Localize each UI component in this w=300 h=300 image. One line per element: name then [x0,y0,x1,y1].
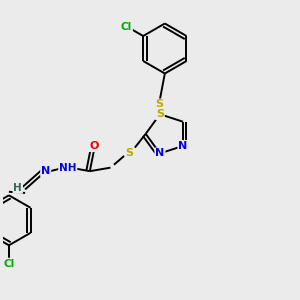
Text: N: N [178,141,188,151]
Text: S: S [125,148,134,158]
Text: Cl: Cl [121,22,132,32]
Text: O: O [89,141,99,151]
Text: N: N [41,166,50,176]
Text: S: S [155,99,163,110]
Text: NH: NH [59,163,76,173]
Text: H: H [14,183,22,193]
Text: Cl: Cl [3,259,14,269]
Text: N: N [155,148,165,158]
Text: S: S [156,109,164,119]
